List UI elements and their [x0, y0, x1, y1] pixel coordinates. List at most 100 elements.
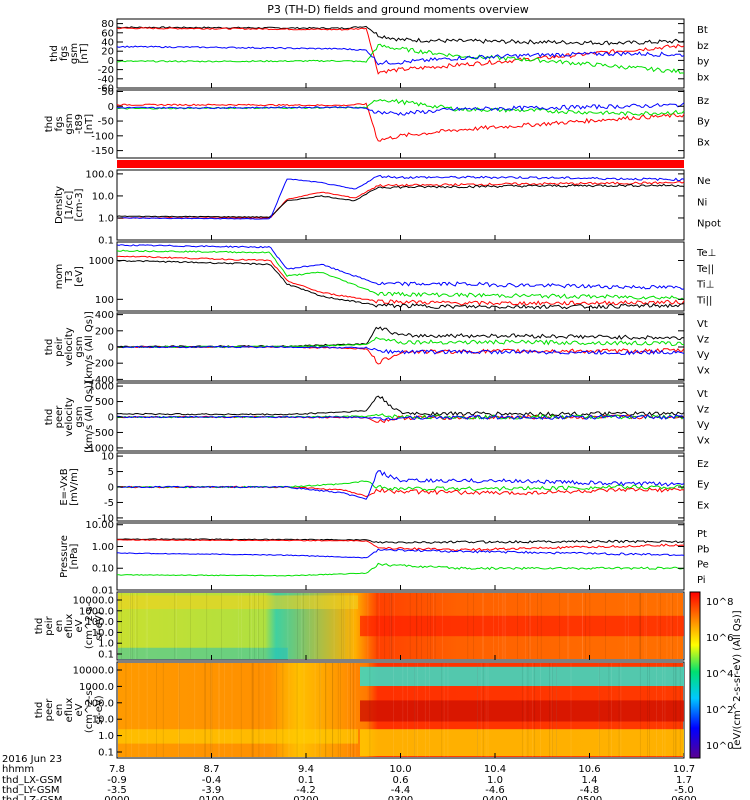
ylabel-line: fgs [59, 46, 70, 61]
x-tick-label: 8.7 [204, 764, 220, 775]
x-row-value: -5.0 [674, 785, 694, 796]
ylabel-line: thd [34, 702, 45, 719]
ylabel-line: [mV/m] [69, 468, 80, 506]
ylabel-line: [nPa] [69, 543, 80, 569]
ylabel-line: gsm [74, 336, 85, 357]
legend-pe: Pe [697, 560, 709, 571]
y-tick-label: 0 [108, 413, 114, 424]
y-tick-label: 100.0 [85, 698, 114, 709]
x-row-label: thd_LZ-GSM [2, 795, 63, 800]
ylabel-line: gsm [74, 406, 85, 427]
ylabel-line: (cm^2-s- [84, 686, 95, 733]
ylabel-line: [km/s (All Qs)] [84, 381, 95, 453]
legend-bz: bz [697, 41, 709, 52]
y-tick-label: -1000 [85, 443, 114, 454]
y-tick-label: -400 [91, 375, 114, 386]
legend-te: Te⊥ [696, 248, 716, 259]
x-tick-label: 10.6 [578, 764, 600, 775]
separator-bar [117, 160, 684, 168]
y-tick-label: 10.0 [92, 628, 114, 639]
x-row-value: -4.8 [580, 785, 600, 796]
series-ex-line [116, 470, 685, 500]
y-tick-label: -20 [98, 65, 114, 76]
x-row-value: -0.4 [202, 775, 222, 786]
legend-by: By [697, 117, 710, 128]
ylabel-line: thd [34, 618, 45, 635]
ylabel-line: fgs [54, 116, 65, 131]
ylabel-line: Pressure [59, 535, 70, 578]
panel-ylabel: E=-VxB[mV/m] [59, 468, 80, 506]
panel-ylabel: thdpeervelocitygsm[km/s (All Qs)] [44, 381, 95, 453]
series-vy-line [116, 336, 685, 349]
x-tick-label: 9.4 [298, 764, 314, 775]
y-tick-label: 1.0 [98, 639, 114, 650]
ylabel-line: [nT] [84, 114, 95, 134]
y-tick-label: 200 [95, 326, 114, 337]
ylabel-line: thd [44, 116, 55, 133]
hhmm-label: hhmm [2, 764, 34, 775]
ylabel-line: thd [49, 45, 60, 62]
x-row-value: 0300 [388, 795, 413, 800]
legend-ey: Ey [697, 480, 709, 491]
y-tick-label: 5 [108, 467, 114, 478]
legend-vy: Vy [697, 350, 710, 361]
panel-ylabel: thdfgsgsm-t89[nT] [44, 113, 95, 134]
y-tick-label: -200 [91, 359, 114, 370]
y-tick-label: -150 [91, 146, 114, 157]
panel-ylabel: thdfgsgsm[nT] [49, 43, 90, 64]
y-tick-label: 1000.0 [79, 606, 114, 617]
ylabel-line: eV [74, 703, 85, 716]
series-npot-line [116, 174, 685, 220]
series-bt-line [116, 25, 685, 46]
series-by-line [116, 43, 685, 74]
y-tick-label: 10.0 [92, 715, 114, 726]
legend-vz: Vz [697, 335, 709, 346]
x-row-value: -0.9 [107, 775, 127, 786]
ylabel-line: (cm^2-s- [84, 602, 95, 649]
colorbar-tick-label: 10^6 [706, 633, 733, 644]
panel-2: thdfgsgsm-t89[nT] 50 0 -50 -100 -150 Bz By Bx [44, 87, 710, 159]
ylabel-line: peer [44, 698, 55, 722]
ylabel-line: thd [44, 339, 55, 356]
colorbar-label: [eV/(cm^2-s-sr-eV) (All Qs)] [732, 610, 743, 749]
y-tick-label: 1.00 [92, 542, 114, 553]
legend-vx: Vx [697, 436, 710, 447]
x-row-value: -3.9 [202, 785, 222, 796]
series-bz-line [116, 27, 685, 75]
series-vx-line [116, 345, 685, 356]
ylabel-line: peir [54, 336, 65, 356]
y-tick-label: 1000 [89, 256, 114, 267]
series-pi-line [116, 548, 685, 559]
y-tick-label: -100 [91, 131, 114, 142]
x-tick-label: 7.8 [109, 764, 125, 775]
y-tick-label: 10000.0 [73, 596, 114, 607]
y-tick-label: 0.1 [98, 650, 114, 661]
energy-band [360, 615, 684, 637]
date-label: 2016 Jun 23 [2, 754, 62, 765]
panel-ylabel: Density[1/cc][cm-3] [54, 186, 85, 224]
ylabel-line: velocity [64, 327, 75, 366]
series-ti-line [116, 244, 685, 290]
panel-frame [116, 522, 685, 591]
x-row-value: -3.5 [107, 785, 127, 796]
x-row-value: 0600 [671, 795, 696, 800]
y-tick-label: -500 [91, 428, 114, 439]
ylabel-line: gsm [69, 43, 80, 64]
ylabel-line: eflux [64, 698, 75, 723]
y-tick-label: 0.1 [98, 236, 114, 247]
ylabel-line: en [54, 620, 65, 633]
y-tick-label: 100.0 [85, 169, 114, 180]
energy-band [360, 666, 684, 686]
x-row-value: -4.6 [485, 785, 505, 796]
legend-vt: Vt [697, 319, 708, 330]
ylabel-line: mom [54, 264, 65, 290]
energy-band [118, 647, 288, 660]
x-tick-label: 10.7 [673, 764, 695, 775]
legend-vz: Vz [697, 405, 709, 416]
ylabel-line: T3 [64, 270, 75, 283]
legend-vy: Vy [697, 420, 710, 431]
y-tick-label: 0.1 [98, 748, 114, 759]
